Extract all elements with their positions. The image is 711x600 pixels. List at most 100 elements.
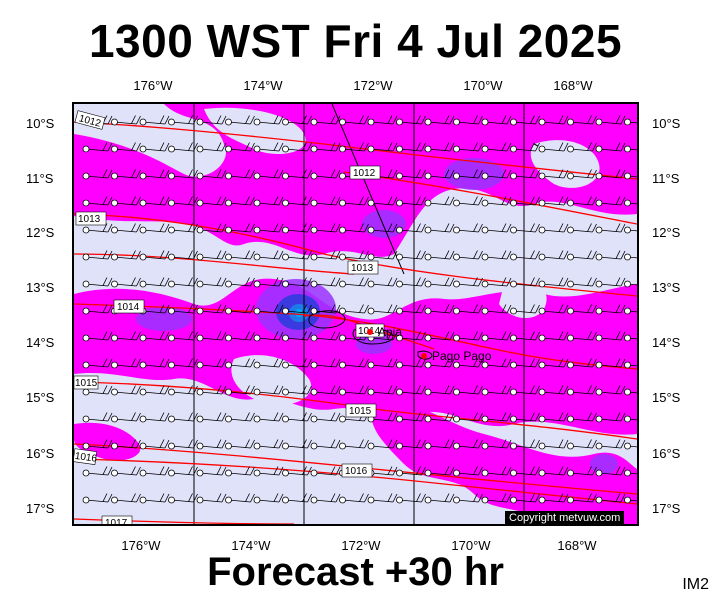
wind-barb xyxy=(225,466,255,477)
wind-barb xyxy=(453,223,483,234)
wind-barb xyxy=(225,412,255,423)
wind-barb xyxy=(168,277,198,288)
wind-barb xyxy=(367,277,398,288)
wind-barb xyxy=(567,439,597,450)
wind-barb xyxy=(111,277,141,288)
wind-barb xyxy=(82,358,113,369)
wind-barb xyxy=(396,196,426,207)
wind-barb xyxy=(595,169,626,180)
lat-label-right-13s: 13°S xyxy=(652,280,681,295)
wind-barb xyxy=(253,142,284,153)
wind-barb xyxy=(481,385,512,396)
svg-text:Pago Pago: Pago Pago xyxy=(432,349,492,363)
wind-barb xyxy=(396,412,426,423)
wind-barb xyxy=(510,358,540,369)
wind-barb xyxy=(567,412,597,423)
wind-barb xyxy=(624,145,637,153)
wind-barb xyxy=(453,169,483,180)
wind-barb xyxy=(111,115,141,126)
place-pago-pago: Pago Pago xyxy=(421,349,492,363)
wind-barb xyxy=(310,493,341,504)
wind-barb xyxy=(82,142,113,153)
wind-barb xyxy=(538,493,569,504)
wind-barb xyxy=(367,196,398,207)
wind-barb xyxy=(453,385,483,396)
wind-barb xyxy=(538,466,569,477)
wind-barb xyxy=(453,466,483,477)
wind-barb xyxy=(139,142,170,153)
wind-barb xyxy=(168,115,198,126)
wind-barb xyxy=(510,250,540,261)
lon-label-bottom-168w: 168°W xyxy=(557,538,597,553)
rain-band-south xyxy=(371,401,637,524)
isobar-label-1016-b: 1016 xyxy=(341,463,373,478)
wind-barb xyxy=(538,439,569,450)
wind-barb xyxy=(510,277,540,288)
lat-label-left-12s: 12°S xyxy=(26,225,55,240)
wind-barb xyxy=(453,277,483,288)
lat-label-right-12s: 12°S xyxy=(652,225,681,240)
wind-barb xyxy=(481,439,512,450)
wind-barb xyxy=(567,169,597,180)
svg-text:1016: 1016 xyxy=(74,451,98,465)
wind-barb xyxy=(538,358,569,369)
wind-barb xyxy=(538,277,569,288)
wind-barb xyxy=(111,412,141,423)
isobar-1012-a xyxy=(74,121,637,180)
wind-barb xyxy=(567,223,597,234)
wind-barb xyxy=(168,142,198,153)
lat-label-right-15s: 15°S xyxy=(652,390,681,405)
wind-barb xyxy=(453,142,483,153)
wind-barb xyxy=(424,466,455,477)
wind-barb xyxy=(595,223,626,234)
wind-barb xyxy=(396,331,426,342)
isobar-1013-a xyxy=(74,213,637,297)
wind-barb xyxy=(310,358,341,369)
wind-barb xyxy=(396,385,426,396)
lon-label-top-176w: 176°W xyxy=(133,78,173,93)
wind-barb xyxy=(168,493,198,504)
forecast-lead-time: Forecast +30 hr xyxy=(207,550,504,594)
isobar-label-1012-b: 1012 xyxy=(349,165,381,180)
svg-text:Apia: Apia xyxy=(378,325,402,339)
svg-text:1016: 1016 xyxy=(345,466,368,477)
wind-barb xyxy=(253,439,284,450)
wind-barb xyxy=(168,439,198,450)
wind-barb xyxy=(253,358,284,369)
wind-barb xyxy=(196,385,227,396)
lat-label-right-17s: 17°S xyxy=(652,501,681,516)
svg-text:1017: 1017 xyxy=(105,518,128,524)
wind-barb xyxy=(595,115,626,126)
wind-barb xyxy=(595,466,626,477)
lon-label-top-172w: 172°W xyxy=(353,78,393,93)
wind-barb xyxy=(82,223,113,234)
wind-barb xyxy=(282,250,312,261)
wind-barb xyxy=(424,493,455,504)
wind-barb xyxy=(253,331,284,342)
wind-barb xyxy=(282,196,312,207)
wind-barb xyxy=(282,493,312,504)
wind-barb xyxy=(453,196,483,207)
wind-barb xyxy=(225,169,255,180)
wind-barb xyxy=(225,304,255,315)
lon-label-top-174w: 174°W xyxy=(243,78,283,93)
wind-barb xyxy=(367,385,398,396)
wind-barb xyxy=(624,442,637,450)
wind-barb xyxy=(253,304,284,315)
wind-barb xyxy=(111,331,141,342)
wind-barb xyxy=(253,385,284,396)
wind-barb xyxy=(310,331,341,342)
wind-barb xyxy=(396,115,426,126)
wind-barb xyxy=(453,412,483,423)
wind-barb xyxy=(310,304,341,315)
map-title: 1300 WST Fri 4 Jul 2025 xyxy=(88,15,623,67)
wind-barb xyxy=(111,169,141,180)
svg-text:1014: 1014 xyxy=(117,302,140,313)
svg-text:1015: 1015 xyxy=(349,406,372,417)
heavy-rain-cell-3 xyxy=(362,210,406,238)
swains-island xyxy=(533,143,539,147)
wind-barb xyxy=(196,304,227,315)
wind-barb xyxy=(538,385,569,396)
wind-barb xyxy=(310,439,341,450)
wind-barb xyxy=(339,223,369,234)
